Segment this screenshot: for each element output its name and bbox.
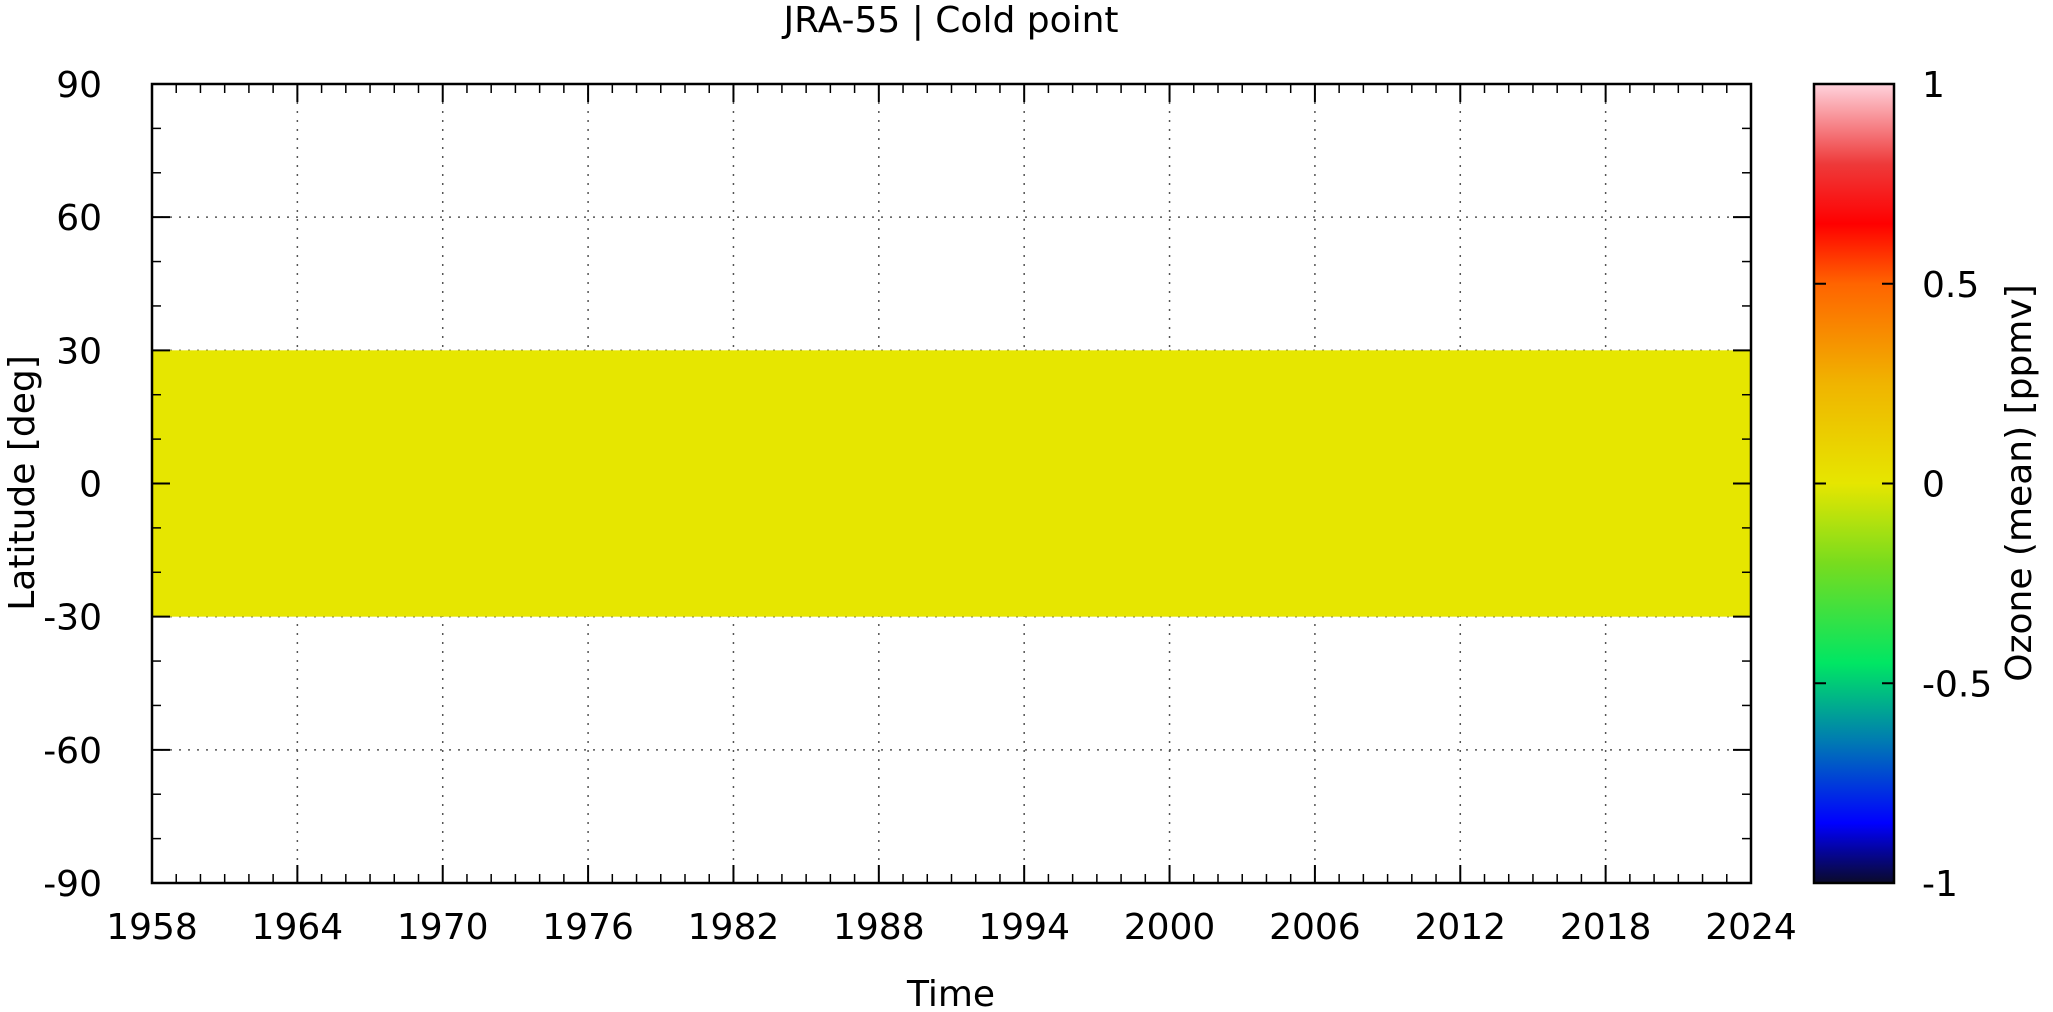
colorbar-tick-label: 0.5 [1922,265,1979,306]
x-tick-label: 1976 [542,907,634,948]
x-tick-label: 2024 [1705,907,1797,948]
y-tick-label: 30 [56,331,102,372]
colorbar-tick-label: -1 [1922,864,1958,905]
heatmap-cells [152,350,1751,617]
x-tick-label: 2018 [1560,907,1652,948]
colorbar-title: Ozone (mean) [ppmv] [1999,284,2040,681]
colorbar-tick-label: -0.5 [1922,664,1992,705]
y-tick-labels: -90 -60 -30 0 30 60 90 [43,65,102,905]
chart-title: JRA-55 | Cold point [781,0,1118,41]
y-tick-label: 90 [56,65,102,106]
y-tick-label: 60 [56,198,102,239]
colorbar [1812,82,1896,885]
colorbar-gradient [1812,82,1896,885]
x-tick-label: 1988 [833,907,925,948]
x-tick-label: 2012 [1414,907,1506,948]
y-tick-label: -60 [43,731,102,772]
colorbar-tick-label: 0 [1922,465,1945,506]
colorbar-tick-label: 1 [1922,65,1945,106]
x-tick-label: 2006 [1269,907,1361,948]
x-tick-label: 1982 [688,907,780,948]
x-axis-title: Time [906,974,995,1012]
colorbar-tick-labels: -1 -0.5 0 0.5 1 [1922,65,1992,905]
x-tick-label: 1958 [106,907,198,948]
axis-ticks [151,83,1752,884]
x-tick-label: 1964 [252,907,344,948]
x-tick-label: 1994 [978,907,1070,948]
y-tick-label: -90 [43,864,102,905]
x-tick-label: 2000 [1124,907,1216,948]
y-tick-label: 0 [79,465,102,506]
x-tick-labels: 1958 1964 1970 1976 1982 1988 1994 2000 2006 2012… [106,907,1797,948]
y-tick-label: -30 [43,598,102,639]
y-axis-title: Latitude [deg] [2,355,43,611]
x-tick-label: 1970 [397,907,489,948]
heatmap-cell [152,350,1751,617]
